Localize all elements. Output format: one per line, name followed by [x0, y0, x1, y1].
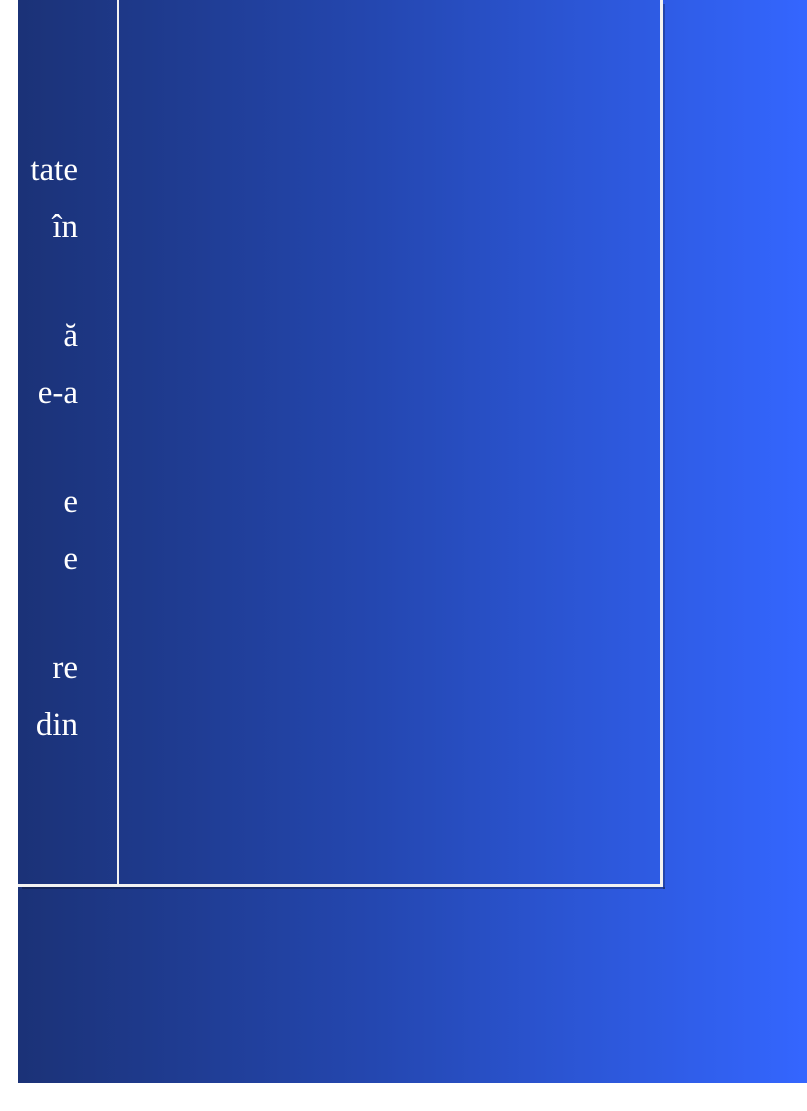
truncated-text-block: tate în ă e-a e e re din: [30, 142, 78, 754]
text-fragment: e-a: [37, 375, 78, 411]
table-right-border: [660, 0, 663, 887]
frame-shadow: [22, 887, 665, 889]
text-column: tate în ă e-a e e re din: [18, 0, 117, 884]
slide-background: tate în ă e-a e e re din: [18, 0, 807, 1083]
text-fragment: ă: [63, 318, 78, 354]
text-fragment: e: [63, 541, 78, 577]
text-fragment: în: [52, 209, 78, 245]
table-column-divider: [117, 0, 119, 884]
text-fragment: e: [63, 484, 78, 520]
text-fragment: re: [52, 650, 78, 686]
text-fragment: din: [35, 707, 78, 743]
table-bottom-border: [18, 884, 663, 887]
text-fragment: tate: [30, 152, 78, 188]
frame-shadow: [663, 4, 665, 889]
